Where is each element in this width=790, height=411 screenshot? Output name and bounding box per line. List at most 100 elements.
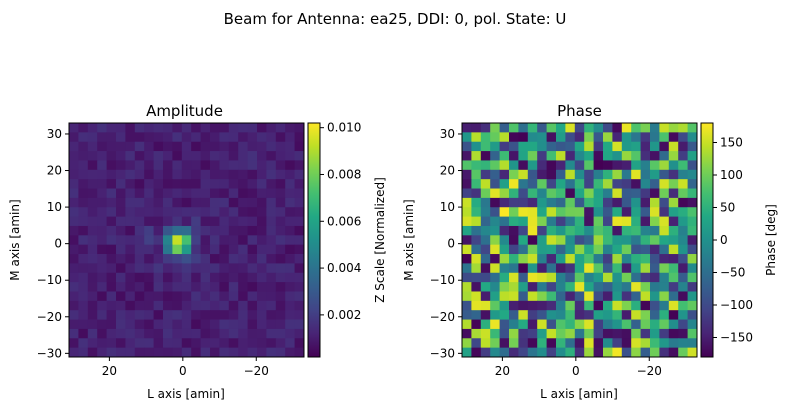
heatmap-cell (593, 328, 604, 339)
heatmap-cell (97, 123, 107, 133)
amplitude-colorbar-frame (307, 122, 321, 358)
heatmap-cell (200, 197, 211, 208)
heatmap-cell (257, 160, 267, 171)
heatmap-cell (106, 132, 117, 143)
heatmap-cell (153, 123, 164, 133)
heatmap-cell (163, 328, 173, 339)
heatmap-cell (631, 282, 641, 292)
heatmap-cell (285, 197, 295, 208)
heatmap-cell (518, 263, 529, 274)
heatmap-cell (69, 235, 79, 246)
heatmap-cell (181, 291, 192, 302)
heatmap-cell (499, 169, 510, 180)
heatmap-cell (285, 169, 295, 180)
heatmap-cell (275, 160, 286, 171)
heatmap-cell (668, 160, 679, 171)
heatmap-cell (238, 169, 248, 180)
heatmap-cell (69, 197, 79, 208)
heatmap-cell (78, 151, 89, 161)
heatmap-cell (518, 169, 529, 180)
heatmap-cell (238, 244, 248, 255)
heatmap-cell (210, 282, 220, 292)
heatmap-cell (584, 291, 594, 302)
heatmap-cell (97, 151, 107, 161)
heatmap-cell (294, 282, 305, 292)
heatmap-cell (116, 347, 126, 358)
heatmap-cell (556, 216, 566, 227)
heatmap-cell (603, 319, 613, 330)
heatmap-cell (584, 207, 594, 217)
heatmap-cell (499, 291, 510, 302)
heatmap-cell (219, 169, 230, 180)
heatmap-cell (228, 328, 239, 339)
heatmap-cell (593, 216, 604, 227)
heatmap-cell (78, 300, 89, 311)
heatmap-cell (69, 310, 79, 320)
heatmap-cell (144, 347, 154, 358)
heatmap-cell (275, 141, 286, 152)
heatmap-cell (603, 282, 613, 292)
heatmap-cell (659, 197, 670, 208)
heatmap-cell (228, 272, 239, 283)
heatmap-cell (640, 291, 651, 302)
heatmap-cell (687, 141, 698, 152)
heatmap-cell (537, 188, 547, 199)
heatmap-cell (294, 328, 305, 339)
amplitude-colorbar-label: Z Scale [Normalized] (373, 177, 387, 303)
heatmap-cell (78, 319, 89, 330)
heatmap-cell (87, 169, 98, 180)
heatmap-cell (518, 207, 529, 217)
heatmap-cell (181, 319, 192, 330)
heatmap-cell (462, 272, 472, 283)
heatmap-cell (172, 141, 183, 152)
heatmap-cell (584, 263, 594, 274)
heatmap-cell (603, 179, 613, 189)
heatmap-cell (603, 347, 613, 358)
heatmap-cell (78, 188, 89, 199)
heatmap-cell (650, 319, 660, 330)
heatmap-cell (191, 319, 201, 330)
heatmap-cell (228, 207, 239, 217)
heatmap-cell (97, 338, 107, 349)
heatmap-cell (471, 188, 482, 199)
heatmap-cell (678, 244, 688, 255)
heatmap-cell (275, 188, 286, 199)
heatmap-cell (499, 272, 510, 283)
heatmap-cell (518, 197, 529, 208)
heatmap-cell (266, 132, 277, 143)
heatmap-cell (612, 216, 623, 227)
heatmap-cell (650, 347, 660, 358)
heatmap-cell (87, 338, 98, 349)
heatmap-cell (257, 291, 267, 302)
heatmap-cell (191, 132, 201, 143)
heatmap-cell (219, 328, 230, 339)
heatmap-cell (191, 169, 201, 180)
heatmap-cell (527, 188, 538, 199)
phase-title: Phase (557, 102, 602, 120)
heatmap-cell (687, 272, 698, 283)
heatmap-cell (499, 207, 510, 217)
heatmap-cell (640, 169, 651, 180)
heatmap-cell (153, 197, 164, 208)
phase-axis-ticks: 20 0 −20 −30 −20 −10 0 10 20 30 (430, 127, 662, 378)
heatmap-cell (78, 123, 89, 133)
heatmap-cell (275, 310, 286, 320)
heatmap-cell (546, 328, 557, 339)
heatmap-cell (191, 216, 201, 227)
heatmap-cell (87, 188, 98, 199)
heatmap-cell (603, 310, 613, 320)
heatmap-cell (285, 160, 295, 171)
heatmap-cell (621, 132, 632, 143)
heatmap-cell (78, 338, 89, 349)
heatmap-cell (228, 151, 239, 161)
heatmap-cell (668, 272, 679, 283)
heatmap-cell (640, 225, 651, 236)
heatmap-cell (125, 216, 136, 227)
heatmap-cell (603, 300, 613, 311)
heatmap-cell (210, 225, 220, 236)
heatmap-cell (266, 319, 277, 330)
heatmap-cell (153, 254, 164, 264)
heatmap-cell (275, 347, 286, 358)
heatmap-cell (668, 132, 679, 143)
